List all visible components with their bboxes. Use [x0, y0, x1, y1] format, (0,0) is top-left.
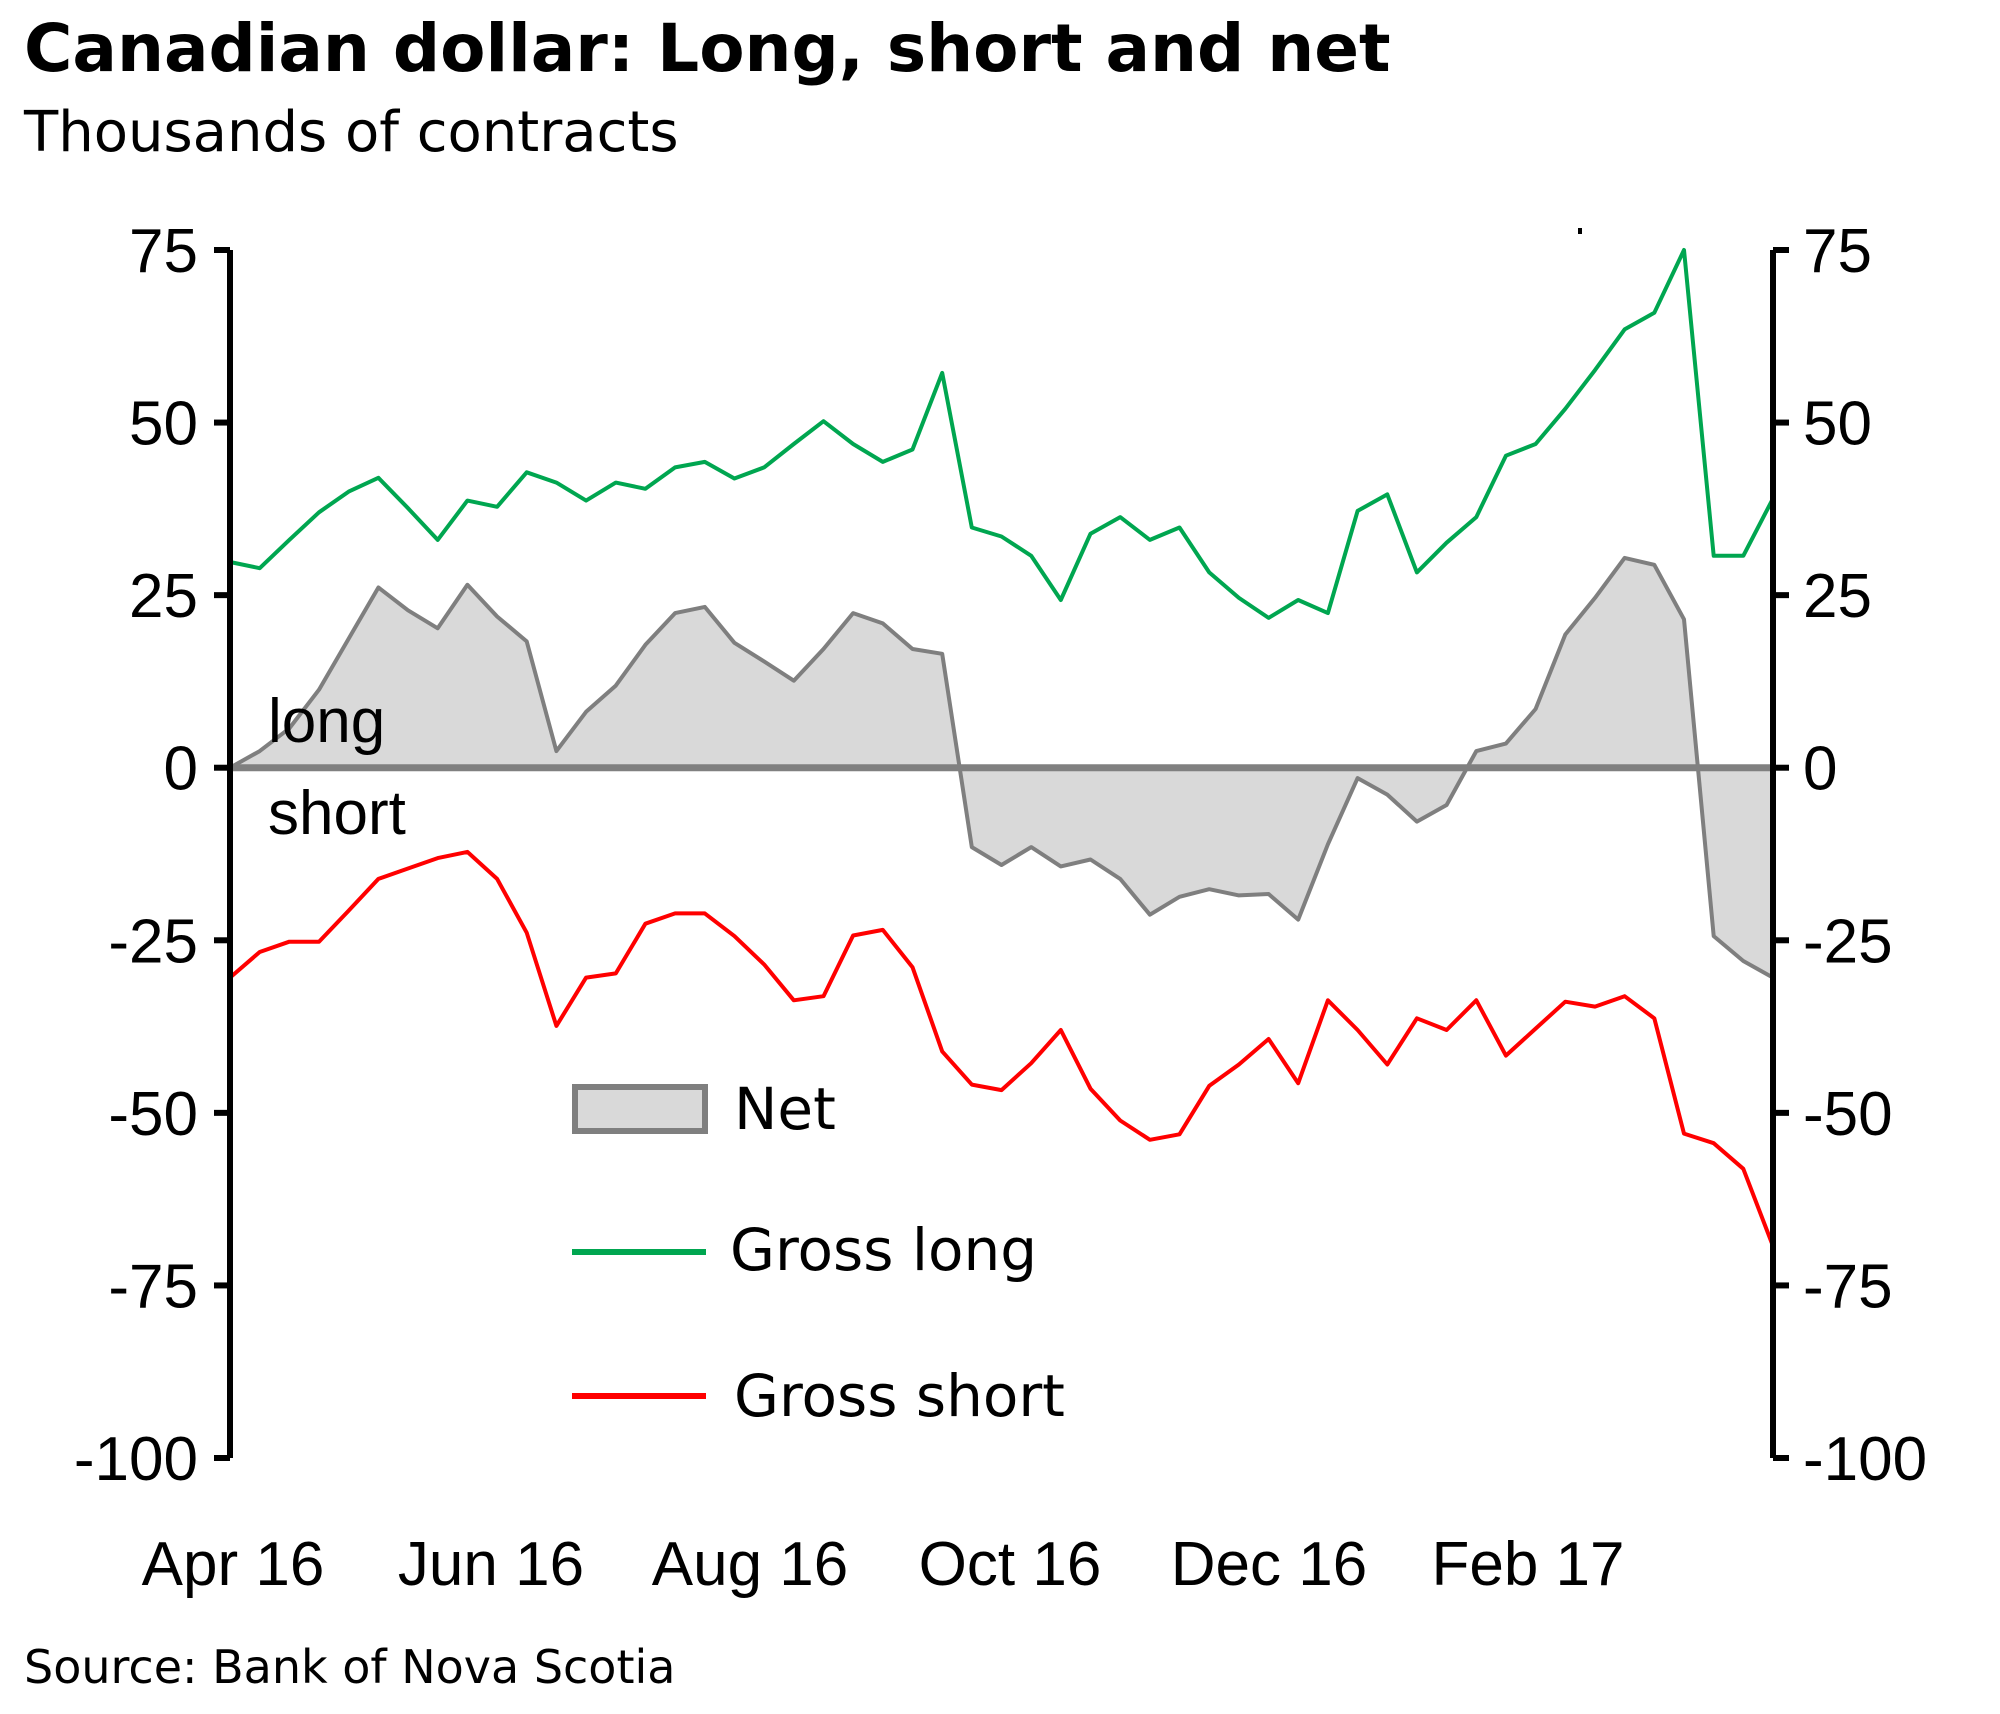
x-tick-label: Apr 16: [142, 1530, 325, 1599]
chart-subtitle: Thousands of contracts: [24, 100, 679, 165]
legend-label-gross-short: Gross short: [734, 1362, 1065, 1430]
annotation-long: long: [268, 687, 385, 756]
gross-short-layer: [228, 849, 1775, 1247]
source-note: Source: Bank of Nova Scotia: [24, 1640, 676, 1694]
chart-title: Canadian dollar: Long, short and net: [24, 10, 1391, 87]
gross-long-layer: [229, 248, 1775, 620]
y-axis-right-ticks: 75 50 25 0 -25 -50 -75 -100: [1773, 217, 1927, 1494]
annotation-short: short: [268, 779, 406, 848]
x-axis-ticks: Apr 16 Jun 16 Aug 16 Oct 16 Dec 16 Feb 17: [142, 1530, 1625, 1599]
x-tick-label: Feb 17: [1431, 1530, 1624, 1599]
y-tick-label-left: 25: [129, 562, 198, 631]
legend-label-net: Net: [734, 1075, 836, 1143]
y-axis-left-ticks: 75 50 25 0 -25 -50 -75 -100: [74, 217, 230, 1494]
y-tick-label-right: 75: [1803, 217, 1872, 286]
axes-layer: [227, 228, 1776, 1458]
y-tick-label-right: 0: [1803, 735, 1837, 804]
y-tick-label-right: 50: [1803, 390, 1872, 459]
y-tick-label-right: 25: [1803, 562, 1872, 631]
y-tick-label-right: -50: [1803, 1080, 1893, 1149]
y-tick-label-left: 75: [129, 217, 198, 286]
x-tick-label: Oct 16: [919, 1530, 1102, 1599]
legend-swatch-net: [572, 1084, 708, 1134]
y-tick-label-left: -50: [108, 1080, 198, 1149]
y-tick-label-right: -75: [1803, 1252, 1893, 1321]
legend-item-gross-short: Gross short: [572, 1362, 1065, 1430]
legend-label-gross-long: Gross long: [730, 1216, 1037, 1284]
x-tick-label: Jun 16: [398, 1530, 584, 1599]
x-tick-label: Aug 16: [652, 1530, 849, 1599]
y-tick-label-left: 0: [164, 735, 198, 804]
y-tick-label-left: -100: [74, 1425, 198, 1494]
y-tick-label-right: -100: [1803, 1425, 1927, 1494]
stray-mark: [1578, 228, 1582, 234]
y-tick-label-left: -75: [108, 1252, 198, 1321]
y-tick-label-left: -25: [108, 907, 198, 976]
gross-long-line: [229, 248, 1775, 620]
legend-item-net: Net: [572, 1075, 836, 1143]
x-tick-label: Dec 16: [1171, 1530, 1367, 1599]
net-area-outline: [229, 555, 1774, 980]
legend-item-gross-long: Gross long: [572, 1216, 1037, 1284]
gross-short-line: [228, 849, 1775, 1247]
y-tick-label-right: -25: [1803, 907, 1893, 976]
y-tick-label-left: 50: [129, 390, 198, 459]
legend: Net Gross long Gross short: [572, 1075, 1065, 1430]
